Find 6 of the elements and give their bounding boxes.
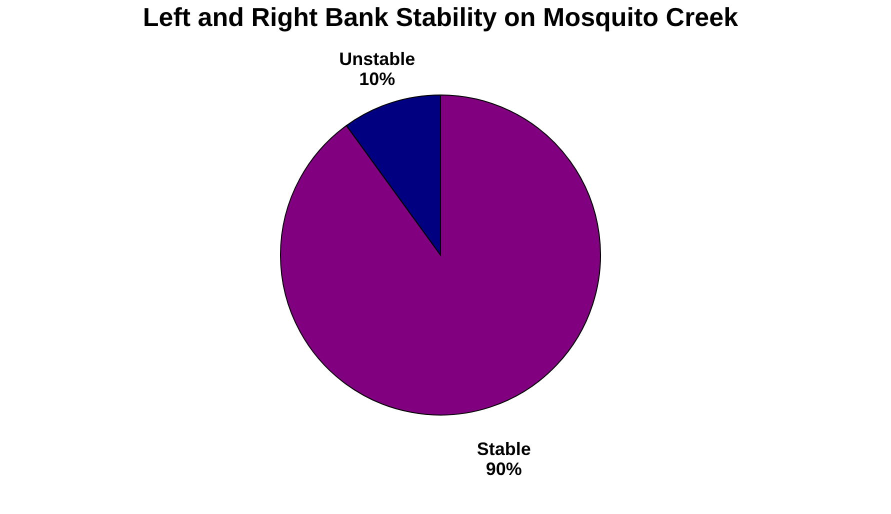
pie-slice bbox=[280, 94, 601, 416]
slice-label: Stable bbox=[476, 438, 531, 459]
data-label: 90% bbox=[486, 458, 522, 479]
data-label: 10% bbox=[359, 69, 396, 90]
chart-title: Left and Right Bank Stability on Mosquito Creek bbox=[142, 2, 739, 32]
slice-label: Unstable bbox=[339, 49, 416, 70]
